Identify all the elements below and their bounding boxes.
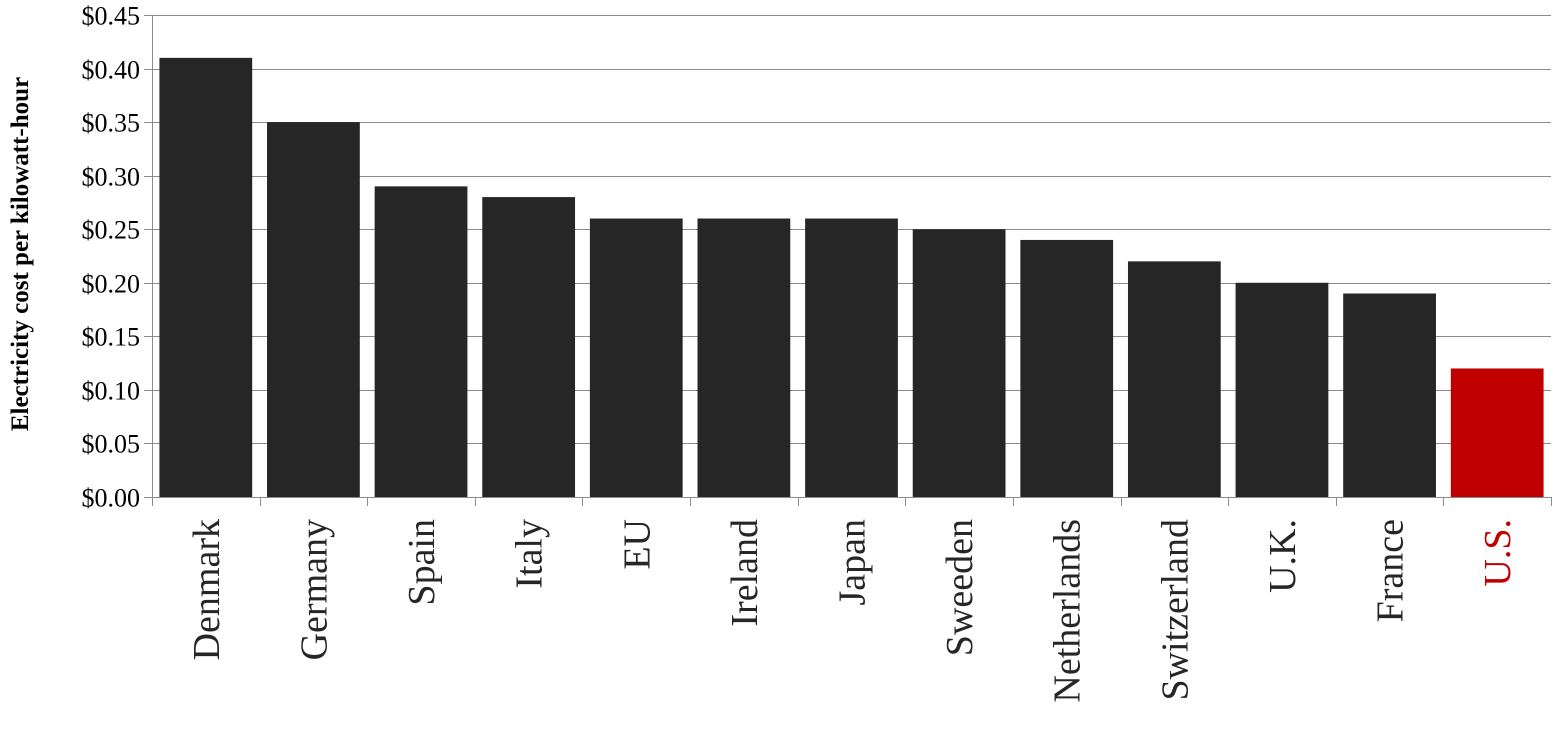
bar-germany [267,122,360,497]
bar-italy [482,197,576,498]
bar-spain [374,186,468,497]
bar-france [1343,293,1436,497]
y-tick-label: $0.30 [82,163,141,192]
x-tick-label: Ireland [724,519,766,627]
x-tick-label: U.S. [1477,519,1519,587]
y-tick-label: $0.15 [82,323,141,352]
y-tick-label: $0.25 [82,216,141,245]
bar-eu [589,218,683,497]
x-tick-label: EU [616,519,658,570]
x-tick-label: Germany [293,519,335,660]
y-tick-label: $0.40 [82,56,141,85]
bar-u-k [1235,282,1329,497]
bar-denmark [159,57,253,497]
x-tick-label: France [1370,519,1412,622]
x-tick-label: Japan [832,519,874,606]
y-tick-label: $0.00 [82,484,141,513]
y-tick-labels: $0.00 $0.05 $0.10 $0.15 $0.20 $0.25 $0.30 $0.35… [82,2,141,513]
bar-switzerland [1127,261,1221,497]
x-tick-label: Denmark [186,519,228,660]
x-tick-label: Sweeden [939,519,981,656]
bar-sweeden [912,229,1006,497]
x-tick-label: U.K. [1262,519,1304,593]
bar-u-s [1450,368,1544,497]
bars [159,57,1544,498]
x-tick-label: Italy [509,519,551,589]
y-tick-label: $0.20 [82,270,141,299]
x-tick-label: Netherlands [1047,519,1089,703]
bar-ireland [697,218,791,497]
x-tick-label: Spain [401,519,443,606]
bar-netherlands [1020,239,1114,497]
y-axis-label: Electricity cost per kilowatt-hour [7,77,34,431]
y-tick-label: $0.35 [82,109,141,138]
y-tick-label: $0.05 [82,430,141,459]
bar-japan [805,218,898,497]
x-tick-label: Switzerland [1154,519,1196,701]
y-tick-label: $0.45 [82,2,141,31]
axes [144,15,1552,506]
x-tick-labels: Denmark Germany Spain Italy EU Ireland Japan Sw… [186,519,1519,703]
y-tick-label: $0.10 [82,377,141,406]
